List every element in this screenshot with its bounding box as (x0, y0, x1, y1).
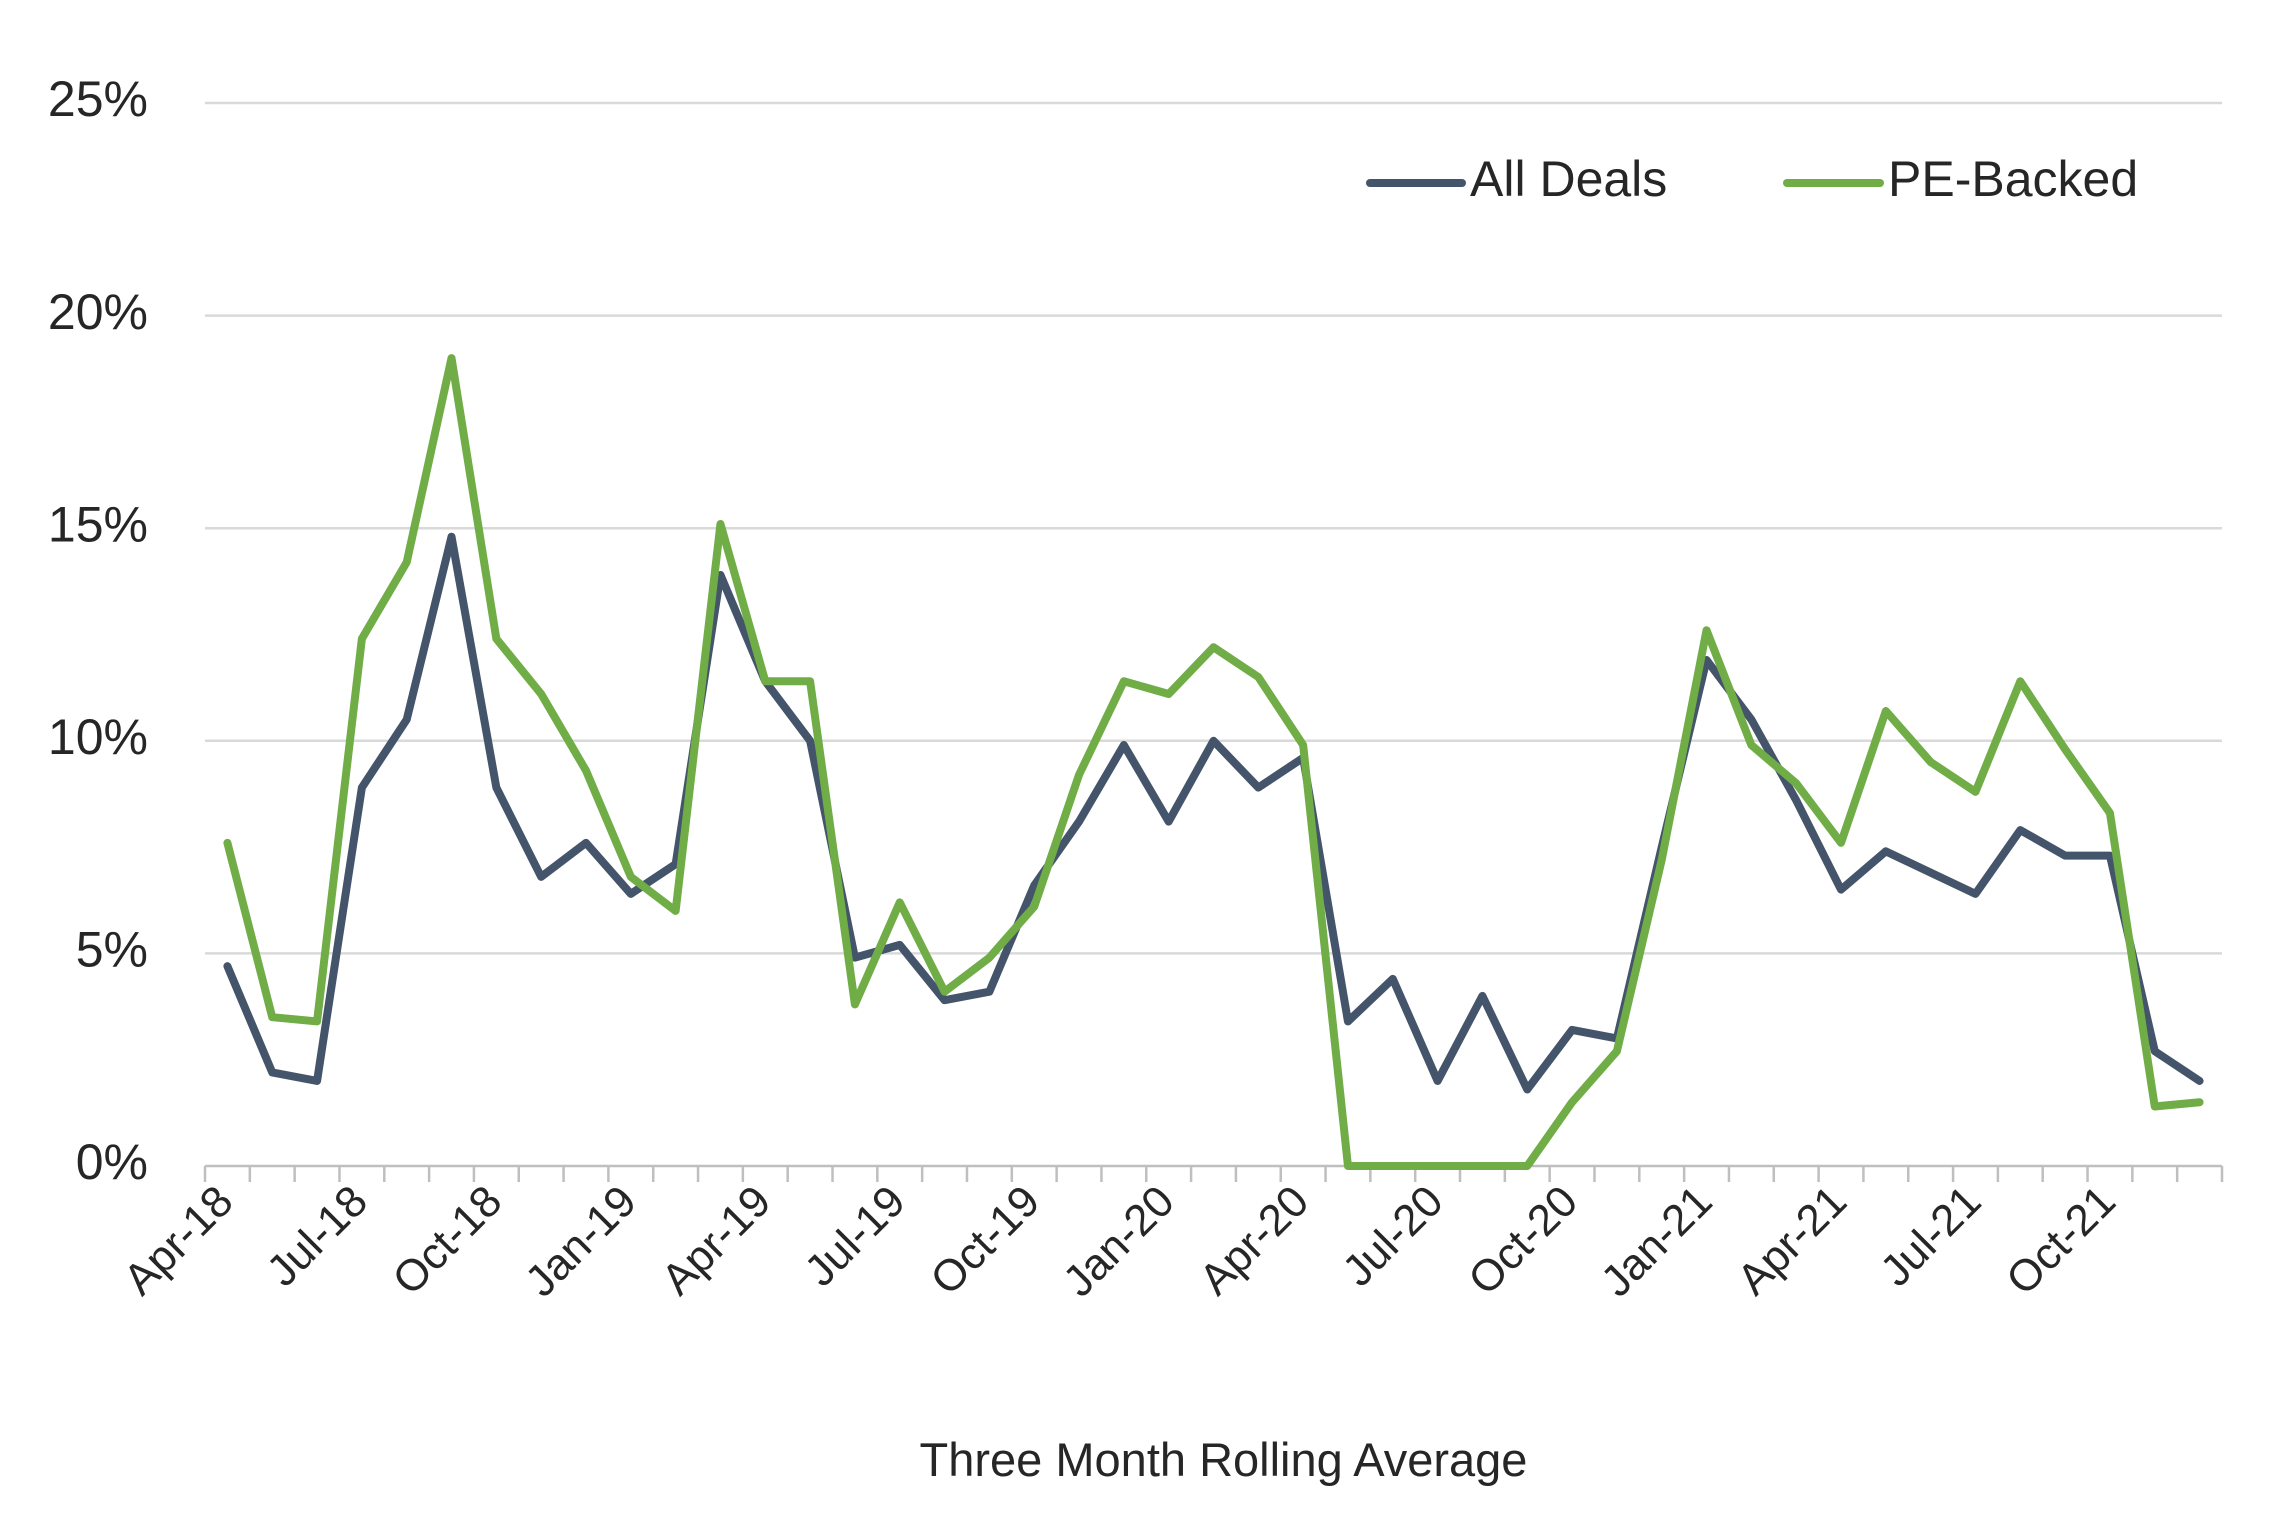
x-tick-label: Jul-19 (795, 1176, 914, 1295)
y-tick-label: 25% (48, 71, 148, 127)
series-lines (223, 354, 2204, 1170)
x-tick-label: Jul-20 (1333, 1176, 1452, 1295)
x-tick-label: Oct-18 (383, 1176, 511, 1304)
x-tick-label: Oct-20 (1459, 1176, 1587, 1304)
x-tick-label: Apr-21 (1728, 1176, 1856, 1304)
x-tick-label: Apr-18 (114, 1176, 242, 1304)
x-tick-label: Jan-21 (1592, 1176, 1722, 1306)
y-tick-label: 10% (48, 709, 148, 765)
y-tick-label: 5% (76, 922, 148, 978)
x-tick-label: Oct-21 (1997, 1176, 2125, 1304)
y-tick-label: 0% (76, 1134, 148, 1190)
x-tick-label: Jul-18 (258, 1176, 377, 1295)
x-tick-label: Jan-19 (516, 1176, 646, 1306)
legend: All Deals PE-Backed (1366, 151, 2138, 207)
gridlines (205, 101, 2222, 955)
y-tick-label: 20% (48, 284, 148, 340)
x-tick-label: Apr-20 (1190, 1176, 1318, 1304)
y-axis-tick-labels: 0% 5% 10% 15% 20% 25% (48, 71, 148, 1190)
x-tick-label: Jan-20 (1054, 1176, 1184, 1306)
x-axis-title: Three Month Rolling Average (920, 1433, 1528, 1486)
series-line-all-deals (223, 532, 2204, 1094)
x-axis: Apr-18 Jul-18 Oct-18 Jan-19 Apr-19 Jul-19 Oct-… (114, 1164, 2224, 1306)
x-tick-label: Jul-21 (1871, 1176, 1990, 1295)
legend-label-all-deals: All Deals (1470, 151, 1667, 207)
x-tick-label: Apr-19 (652, 1176, 780, 1304)
y-tick-label: 15% (48, 496, 148, 552)
series-line-pe-backed (223, 354, 2204, 1170)
x-tick-label: Oct-19 (921, 1176, 1049, 1304)
legend-label-pe-backed: PE-Backed (1888, 151, 2138, 207)
